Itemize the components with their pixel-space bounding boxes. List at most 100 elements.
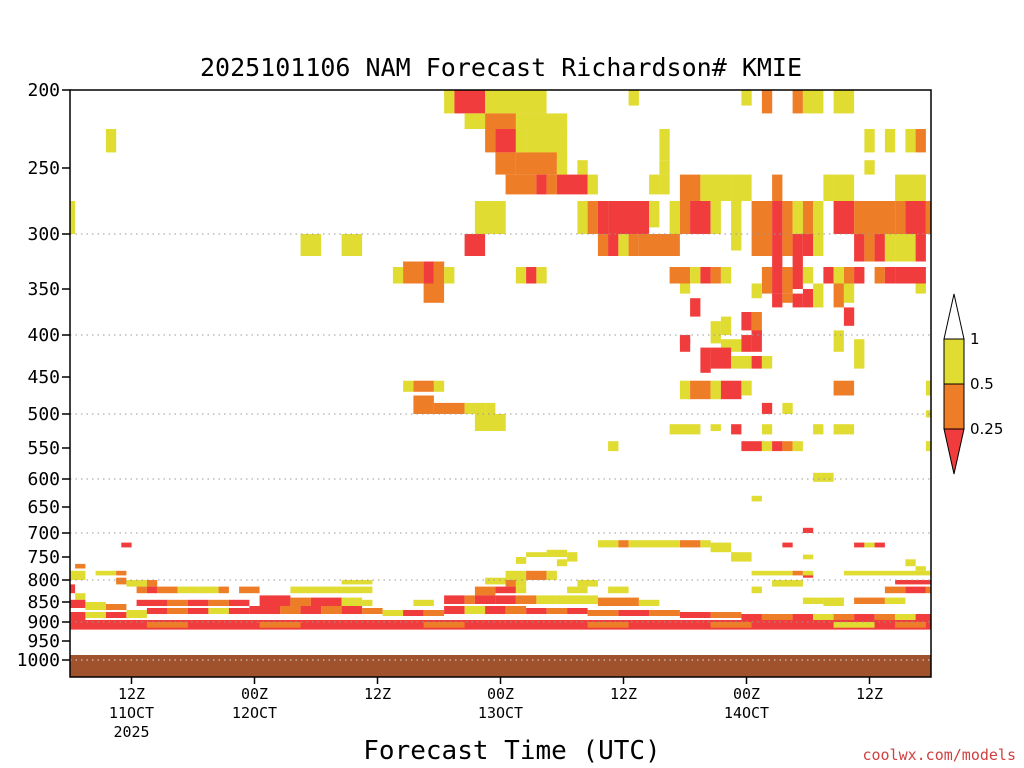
heatmap-cell bbox=[587, 174, 598, 195]
heatmap-cell bbox=[792, 234, 803, 267]
heatmap-cell bbox=[341, 606, 363, 614]
heatmap-cell bbox=[608, 586, 629, 594]
heatmap-cell bbox=[597, 540, 619, 548]
heatmap-cell bbox=[741, 380, 752, 396]
heatmap-cell bbox=[659, 174, 670, 195]
heatmap-cell bbox=[618, 610, 650, 616]
heatmap-cell bbox=[772, 293, 783, 308]
heatmap-cell bbox=[761, 356, 773, 369]
heatmap-cell bbox=[70, 620, 931, 630]
heatmap-cell bbox=[792, 441, 803, 452]
heatmap-cell bbox=[187, 599, 209, 606]
x-tick-label: 12Z bbox=[118, 685, 145, 703]
heatmap-cell bbox=[85, 602, 106, 610]
heatmap-cell bbox=[280, 606, 301, 614]
heatmap-cell bbox=[300, 234, 322, 256]
heatmap-cell bbox=[608, 441, 619, 452]
heatmap-cell bbox=[157, 586, 178, 594]
heatmap-cell bbox=[208, 599, 229, 606]
legend-label: 0.5 bbox=[970, 375, 994, 393]
heatmap-cell bbox=[782, 542, 793, 548]
heatmap-cell bbox=[444, 90, 455, 114]
heatmap-cell bbox=[833, 380, 855, 396]
heatmap-cells bbox=[70, 90, 931, 630]
heatmap-cell bbox=[700, 267, 711, 284]
heatmap-cell bbox=[423, 283, 445, 303]
heatmap-cell bbox=[444, 267, 455, 284]
heatmap-cell bbox=[239, 586, 260, 594]
heatmap-cell bbox=[823, 597, 844, 606]
y-tick-label: 1000 bbox=[17, 650, 60, 671]
heatmap-cell bbox=[85, 612, 106, 618]
heatmap-cell bbox=[515, 586, 527, 594]
heatmap-cell bbox=[628, 234, 639, 256]
y-tick-label: 600 bbox=[27, 469, 60, 490]
heatmap-cell bbox=[679, 339, 691, 352]
heatmap-cell bbox=[290, 597, 311, 606]
heatmap-cell bbox=[843, 307, 855, 326]
heatmap-cell bbox=[751, 570, 793, 576]
heatmap-cell bbox=[485, 90, 547, 114]
heatmap-cell bbox=[187, 608, 209, 614]
heatmap-cell bbox=[864, 160, 875, 175]
heatmap-cell bbox=[741, 312, 752, 331]
heatmap-cell bbox=[854, 339, 865, 356]
heatmap-cell bbox=[792, 201, 803, 234]
heatmap-cell bbox=[515, 267, 527, 284]
heatmap-cell bbox=[741, 335, 752, 352]
heatmap-cell bbox=[874, 267, 885, 284]
heatmap-cell bbox=[126, 610, 147, 618]
heatmap-cell bbox=[608, 234, 619, 256]
heatmap-cell bbox=[895, 580, 931, 585]
heatmap-cell bbox=[105, 604, 127, 610]
heatmap-cell bbox=[556, 595, 598, 604]
heatmap-cell bbox=[925, 586, 931, 594]
heatmap-cell bbox=[895, 614, 916, 620]
ground-layer bbox=[70, 655, 931, 677]
heatmap-cell bbox=[710, 542, 732, 553]
heatmap-cell bbox=[485, 113, 516, 129]
heatmap-cell bbox=[884, 267, 896, 284]
y-tick-label: 900 bbox=[27, 612, 60, 633]
heatmap-cell bbox=[710, 201, 721, 234]
heatmap-cell bbox=[587, 201, 598, 234]
x-tick-label: 11OCT bbox=[109, 704, 154, 722]
heatmap-cell bbox=[782, 267, 793, 294]
heatmap-cell bbox=[474, 595, 496, 604]
heatmap-cell bbox=[167, 599, 188, 606]
heatmap-cell bbox=[864, 542, 875, 548]
heatmap-cell bbox=[802, 289, 814, 308]
heatmap-cell bbox=[854, 234, 865, 262]
heatmap-cell bbox=[259, 622, 301, 628]
heatmap-cell bbox=[782, 402, 793, 414]
heatmap-cell bbox=[679, 612, 711, 618]
heatmap-cell bbox=[567, 586, 588, 594]
heatmap-cell bbox=[813, 201, 824, 234]
heatmap-cell bbox=[833, 330, 844, 352]
heatmap-cell bbox=[751, 283, 762, 299]
heatmap-cell bbox=[495, 129, 516, 153]
heatmap-cell bbox=[710, 347, 732, 369]
heatmap-cell bbox=[546, 608, 568, 614]
heatmap-cell bbox=[679, 540, 701, 548]
heatmap-cell bbox=[474, 414, 506, 431]
heatmap-cell bbox=[915, 234, 926, 262]
heatmap-cell bbox=[567, 552, 578, 562]
heatmap-cell bbox=[546, 570, 557, 580]
heatmap-cell bbox=[915, 566, 926, 571]
y-tick-label: 300 bbox=[27, 224, 60, 245]
heatmap-cell bbox=[105, 612, 127, 618]
y-tick-label: 800 bbox=[27, 570, 60, 591]
heatmap-cell bbox=[679, 174, 701, 201]
heatmap-cell bbox=[515, 113, 568, 129]
heatmap-cell bbox=[464, 606, 486, 614]
ground-fill bbox=[70, 655, 931, 677]
heatmap-cell bbox=[116, 570, 127, 576]
legend-label: 0.25 bbox=[970, 420, 1003, 438]
heatmap-cell bbox=[874, 614, 896, 620]
heatmap-cell bbox=[515, 129, 527, 153]
heatmap-cell bbox=[813, 283, 824, 308]
heatmap-cell bbox=[854, 356, 865, 369]
heatmap-cell bbox=[761, 441, 773, 452]
x-tick-label: 13OCT bbox=[478, 704, 523, 722]
